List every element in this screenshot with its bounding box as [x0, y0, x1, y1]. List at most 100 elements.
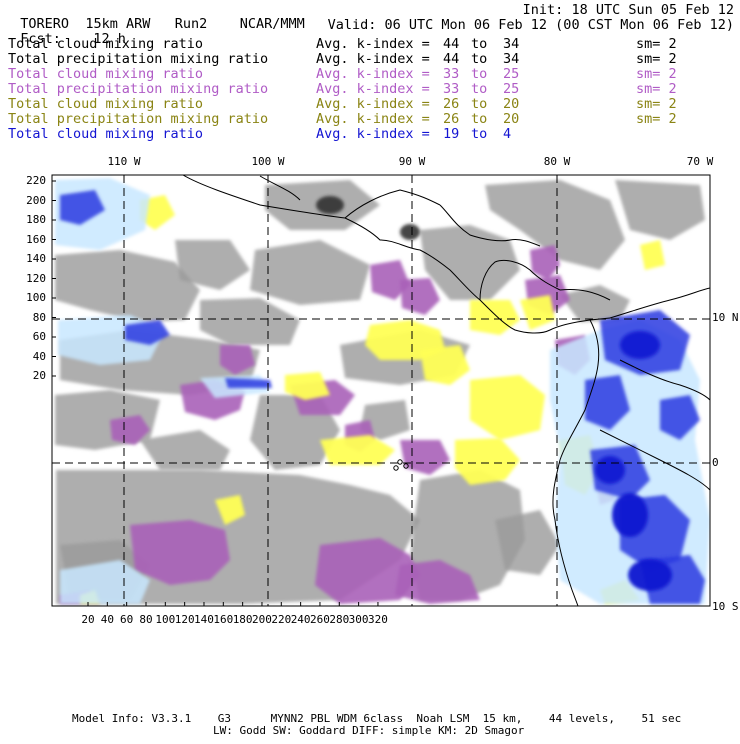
precip-field-yellow [420, 345, 470, 385]
legend-kindex-from: 33 [443, 66, 460, 82]
y-axis-tick-label: 140 [26, 252, 46, 265]
legend-kindex-to-word: to [471, 66, 488, 82]
legend-smoothing: sm= 2 [636, 96, 677, 112]
x-axis-tick-label: 140 [194, 613, 214, 626]
precip-field-yellow [520, 295, 555, 330]
y-axis-tick-label: 80 [32, 310, 46, 324]
legend-smoothing: sm= 2 [636, 66, 677, 82]
cloud-core-dark-blue [620, 331, 660, 359]
precip-field-yellow [320, 435, 395, 465]
precip-field-yellow [285, 372, 330, 400]
coastline [344, 189, 441, 219]
legend-kindex-to-word: to [471, 36, 488, 52]
longitude-label: 80 W [543, 155, 571, 168]
longitude-label: 70 W [686, 155, 714, 168]
coastline [439, 204, 541, 247]
island-outline [397, 459, 403, 465]
x-axis-tick-label: 60 [120, 613, 134, 626]
model-resolution: 15km ARW [85, 16, 151, 32]
precip-field-yellow [455, 438, 520, 485]
cloud-field-gray [175, 240, 250, 290]
x-axis-tick-label: 320 [368, 613, 388, 626]
legend-kindex-to: 34 [503, 51, 520, 67]
legend-kindex-to-word: to [471, 126, 488, 142]
coastline [552, 319, 600, 606]
precip-field-purple [395, 560, 480, 604]
cloud-field-gray [140, 430, 230, 470]
cloud-field-gray [420, 225, 520, 300]
model-center: NCAR/MMM [239, 16, 305, 32]
legend-kindex-to-word: to [471, 51, 488, 67]
init-time: Init: 18 UTC Sun 05 Feb 12 [522, 2, 734, 18]
precip-field-purple [315, 538, 420, 604]
y-axis-tick-label: 200 [26, 193, 46, 207]
x-axis-tick-label: 160 [213, 613, 234, 626]
fcst-value: 12 h [93, 31, 126, 47]
fcst-label: Fcst: [20, 31, 61, 47]
precip-field-purple [220, 345, 255, 375]
cloud-core-dark-blue [612, 493, 648, 537]
legend-kindex-to-word: to [471, 111, 488, 127]
legend-field-name: Total cloud mixing ratio [8, 66, 204, 82]
cloud-field-gray [250, 240, 370, 305]
precip-field-purple [110, 415, 150, 445]
latitude-label: 10 N [712, 311, 739, 324]
y-axis-tick-label: 120 [26, 271, 46, 285]
precip-field-yellow [640, 240, 665, 270]
coastline [599, 429, 710, 491]
cloud-field-blue [60, 190, 105, 225]
x-axis-tick-label: 40 [100, 613, 114, 626]
model-run: Run2 [174, 16, 208, 32]
x-axis-tick-label: 20 [81, 613, 95, 626]
cloud-field-blue [225, 378, 272, 388]
model-title: TORERO 15km ARW Run2 NCAR/MMM [4, 3, 305, 31]
x-axis-tick-label: 100 [155, 613, 176, 626]
x-axis-tick-label: 180 [232, 613, 253, 626]
legend-field-name: Total precipitation mixing ratio [8, 111, 269, 127]
precip-field-yellow [470, 375, 545, 440]
x-axis-tick-label: 200 [252, 613, 272, 626]
x-axis-tick-label: 300 [348, 613, 369, 626]
cloud-field-gray [495, 510, 560, 575]
coastline [619, 359, 710, 401]
legend-kindex-to-word: to [471, 81, 488, 97]
legend-field-name: Total cloud mixing ratio [8, 126, 204, 142]
legend-kindex-label: Avg. k-index = [316, 36, 430, 52]
coastline [559, 289, 611, 301]
cloud-field-light-blue [60, 560, 150, 604]
legend-kindex-label: Avg. k-index = [316, 96, 430, 112]
x-axis-tick-label: 280 [329, 613, 350, 626]
legend-kindex-to-word: to [471, 96, 488, 112]
legend-kindex-to: 4 [503, 126, 512, 142]
model-name: TORERO [20, 16, 70, 32]
coastline [479, 259, 561, 301]
cloud-field-blue [660, 395, 700, 440]
cloud-field-gray [200, 298, 300, 345]
precip-field-yellow [470, 300, 520, 335]
cloud-field-blue [125, 320, 170, 345]
legend-kindex-label: Avg. k-index = [316, 51, 430, 67]
y-axis-tick-label: 40 [32, 349, 46, 363]
legend-smoothing: sm= 2 [636, 111, 677, 127]
physics-info: LW: Godd SW: Goddard DIFF: simple KM: 2D… [213, 724, 525, 737]
cloud-core-dark-gray [400, 224, 420, 240]
legend-kindex-label: Avg. k-index = [316, 126, 430, 142]
y-axis-tick-label: 160 [26, 232, 46, 246]
legend-kindex-from: 33 [443, 81, 460, 97]
x-axis-tick-label: 220 [271, 613, 292, 626]
y-axis-tick-label: 220 [26, 174, 46, 187]
legend-kindex-from: 44 [443, 51, 460, 67]
cloud-field-gray [615, 180, 705, 240]
legend-kindex-from: 19 [443, 126, 460, 142]
island-outline [403, 463, 409, 469]
cloud-core-dark-gray [316, 196, 344, 214]
legend-field-name: Total precipitation mixing ratio [8, 81, 269, 97]
coastline [182, 175, 611, 334]
y-axis-tick-label: 100 [26, 291, 46, 304]
forecast-hour: Fcst: 12 h [4, 18, 126, 46]
model-info: Model Info: V3.3.1 G3 MYNN2 PBL WDM 6cla… [72, 712, 682, 725]
precip-field-purple [400, 440, 450, 475]
cloud-field-gray [55, 250, 200, 322]
